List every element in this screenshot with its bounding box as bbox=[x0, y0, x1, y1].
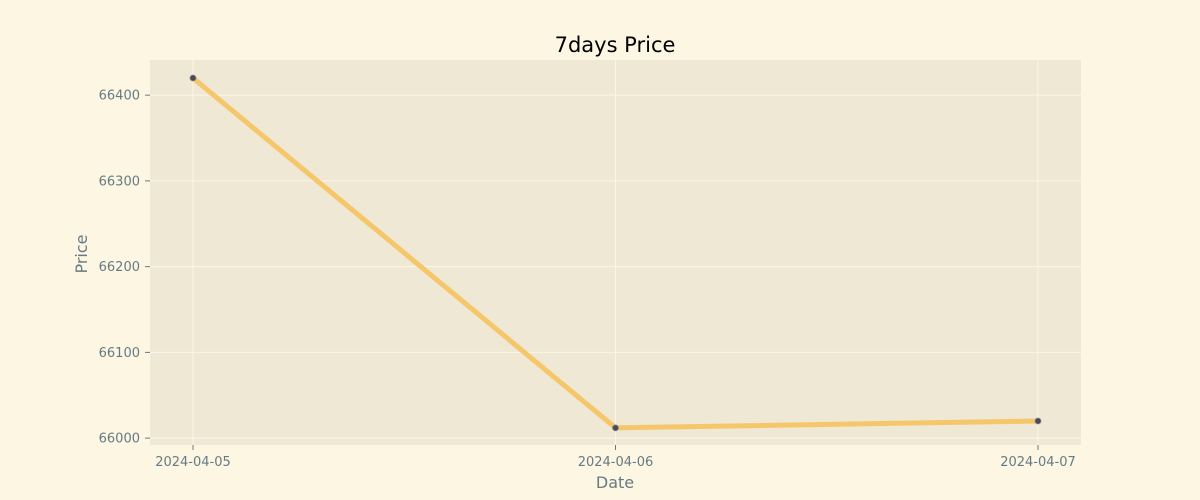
data-point bbox=[189, 74, 197, 82]
x-tick-label: 2024-04-05 bbox=[155, 455, 231, 470]
series-layer bbox=[189, 74, 1042, 432]
ticks: 66000 66100 66200 66300 66400 2024-04-05 2024-… bbox=[99, 89, 1076, 470]
y-tick-label: 66100 bbox=[99, 346, 140, 361]
y-tick-label: 66300 bbox=[99, 174, 140, 189]
grid bbox=[150, 60, 1081, 445]
y-axis-label: Price bbox=[72, 234, 91, 273]
y-tick-label: 66200 bbox=[99, 260, 140, 275]
y-tick-label: 66000 bbox=[99, 432, 140, 447]
x-axis-label: Date bbox=[596, 473, 634, 492]
data-point bbox=[1034, 417, 1042, 425]
x-tick-label: 2024-04-06 bbox=[578, 455, 654, 470]
chart-title: 7days Price bbox=[555, 33, 676, 57]
x-tick-label: 2024-04-07 bbox=[1000, 455, 1076, 470]
y-tick-label: 66400 bbox=[99, 89, 140, 104]
data-point bbox=[612, 424, 619, 432]
